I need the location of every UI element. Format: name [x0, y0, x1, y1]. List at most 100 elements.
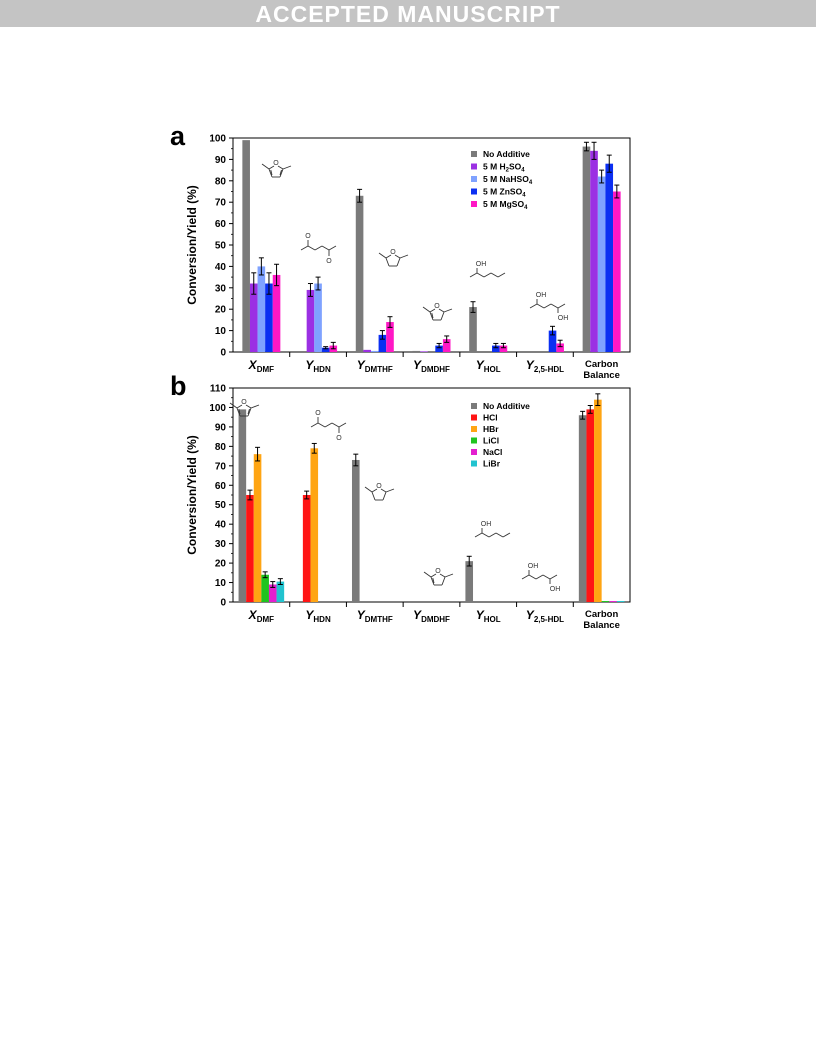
legend-swatch [471, 449, 477, 455]
bar [355, 195, 364, 352]
y-tick-label: 50 [215, 241, 227, 252]
y-axis-label: Conversion/Yield (%) [185, 435, 199, 555]
dimethylfuran-icon: O [229, 399, 260, 417]
bar [601, 601, 610, 602]
x-tick-label: YDMDHF [413, 608, 450, 624]
bar [386, 322, 394, 352]
bar [420, 351, 428, 352]
y-tick-label: 100 [209, 134, 226, 145]
bar [363, 349, 371, 352]
y-tick-label: 90 [215, 422, 227, 433]
bar [242, 140, 250, 352]
svg-text:OH: OH [536, 292, 547, 299]
svg-text:O: O [376, 483, 382, 490]
svg-text:O: O [390, 249, 396, 256]
legend-label: No Additive [483, 149, 530, 159]
bar [609, 601, 617, 602]
y-tick-label: 0 [220, 598, 226, 609]
dimethyldihydrofuran-icon: O [422, 303, 453, 321]
legend-label: 5 M ZnSO4 [483, 187, 526, 199]
bar [249, 283, 258, 352]
x-tick-label: YDMTHF [357, 358, 393, 374]
y-tick-label: 80 [215, 176, 227, 187]
x-tick-label: Y2,5-HDL [526, 608, 564, 624]
x-tick-label: YHOL [476, 608, 501, 624]
bar [265, 283, 273, 352]
panel-label: b [170, 371, 187, 401]
y-tick-label: 0 [220, 348, 226, 359]
svg-text:O: O [326, 258, 332, 265]
x-tick-label: YDMDHF [413, 358, 450, 374]
bar [306, 289, 315, 352]
legend-swatch [471, 414, 477, 421]
hexanol-icon: OH [474, 521, 511, 538]
y-tick-label: 50 [215, 500, 227, 511]
legend-swatch [471, 437, 477, 444]
svg-text:OH: OH [476, 261, 487, 268]
y-tick-label: 30 [215, 539, 227, 550]
bar [594, 399, 602, 602]
dimethyltetrahydrofuran-icon: O [364, 483, 395, 501]
hexanediol-icon: OH OH [529, 292, 569, 322]
legend-swatch [471, 403, 477, 409]
bar [556, 343, 564, 352]
legend-swatch [471, 426, 477, 432]
y-tick-label: 20 [215, 305, 227, 316]
bar [548, 330, 557, 352]
y-tick-label: 30 [215, 283, 227, 294]
svg-text:OH: OH [558, 315, 569, 322]
y-tick-label: 40 [215, 262, 227, 273]
dimethyldihydrofuran-icon: O [423, 568, 454, 586]
hexanedione-icon: OO [310, 410, 347, 442]
y-tick-label: 40 [215, 520, 227, 531]
bar [314, 283, 322, 352]
bar [257, 266, 266, 352]
bar [378, 334, 387, 352]
hexanol-icon: OH [469, 261, 506, 278]
y-tick-label: 100 [209, 403, 226, 414]
legend-label: HBr [483, 424, 499, 434]
bar [276, 581, 285, 602]
y-tick-label: 70 [215, 198, 227, 209]
y-tick-label: 80 [215, 442, 227, 453]
bar [261, 574, 269, 602]
dimethyltetrahydrofuran-icon: O [378, 249, 409, 267]
bar [442, 339, 451, 352]
x-tick-label: Balance [583, 370, 619, 381]
legend-label: 5 M H2SO4 [483, 162, 525, 174]
legend-label: No Additive [483, 401, 530, 411]
legend-label: LiBr [483, 459, 501, 469]
y-tick-label: 110 [210, 384, 227, 395]
y-tick-label: 10 [215, 326, 227, 337]
bar [586, 409, 595, 602]
y-tick-label: 60 [215, 481, 227, 492]
panel-label: a [170, 121, 186, 151]
bar [272, 274, 281, 352]
svg-text:O: O [241, 399, 247, 406]
legend-label: 5 M NaHSO4 [483, 174, 533, 186]
svg-text:OH: OH [481, 521, 492, 528]
legend-swatch [471, 188, 477, 195]
bar [351, 459, 360, 602]
legend-swatch [471, 163, 477, 170]
svg-text:OH: OH [550, 586, 561, 593]
legend-label: 5 M MgSO4 [483, 199, 528, 211]
hexanediol-icon: OH OH [521, 563, 561, 593]
bar [302, 495, 311, 602]
bar [590, 150, 598, 352]
svg-text:O: O [336, 435, 342, 442]
bar [321, 347, 330, 352]
bar [597, 176, 606, 352]
accepted-manuscript-banner: ACCEPTED MANUSCRIPT [0, 0, 816, 27]
legend-swatch [471, 176, 477, 182]
bar [582, 146, 591, 352]
bar [492, 345, 500, 352]
x-tick-label: YHOL [476, 358, 501, 374]
x-tick-label: Y2,5-HDL [526, 358, 564, 374]
bar [370, 350, 379, 352]
bar [499, 345, 508, 352]
bar [435, 345, 443, 352]
y-tick-label: 10 [215, 578, 227, 589]
